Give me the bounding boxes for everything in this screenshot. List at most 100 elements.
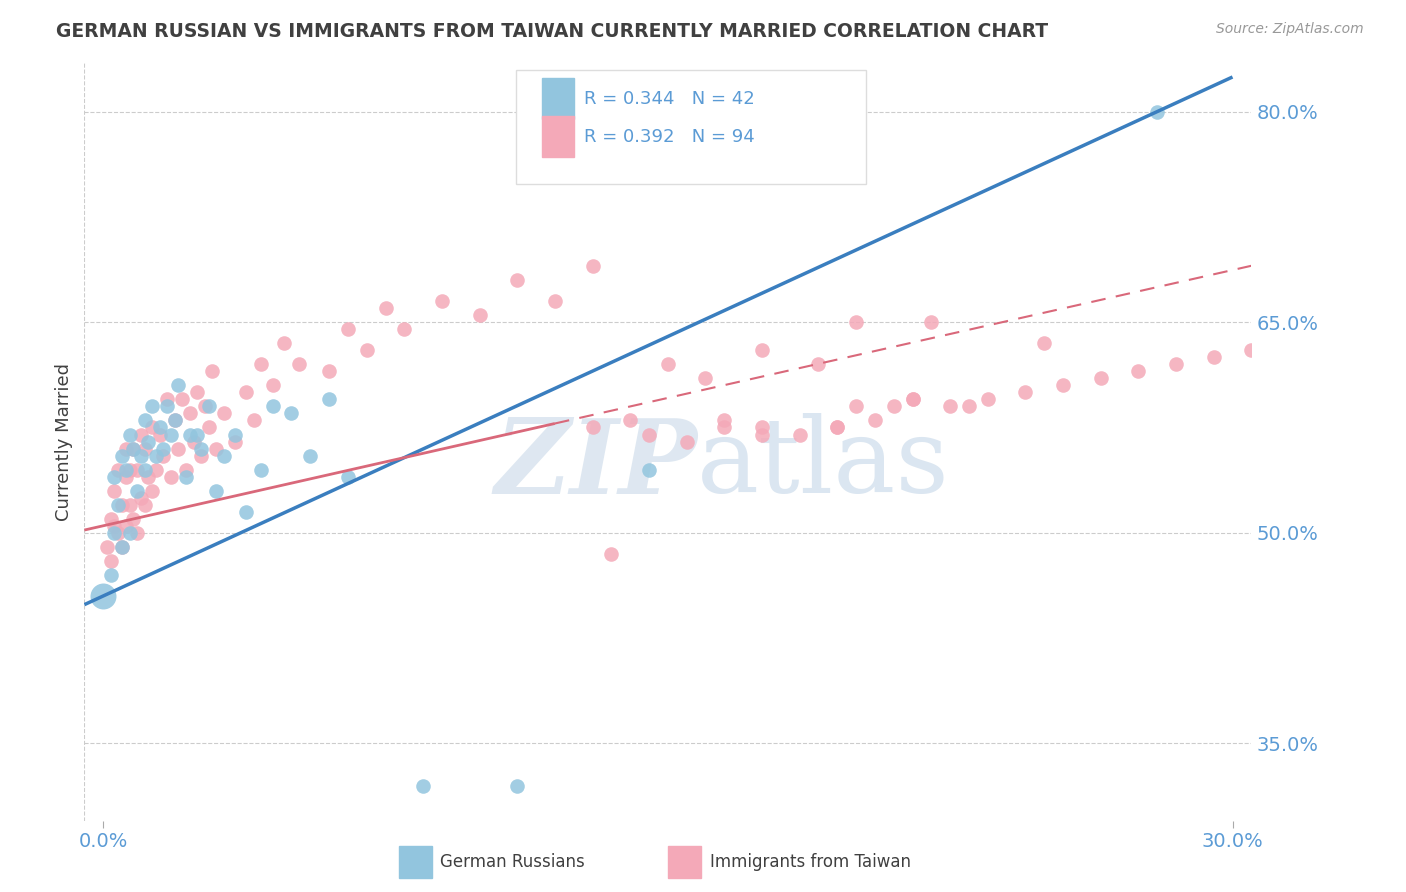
FancyBboxPatch shape bbox=[541, 78, 575, 120]
Point bbox=[125, 483, 148, 498]
Point bbox=[118, 498, 141, 512]
Point bbox=[111, 449, 134, 463]
Point bbox=[336, 322, 359, 336]
Point bbox=[134, 413, 156, 427]
Point bbox=[675, 434, 697, 449]
Point bbox=[506, 779, 529, 793]
Point bbox=[160, 469, 183, 483]
Point bbox=[114, 469, 136, 483]
Point bbox=[1052, 378, 1074, 392]
Point bbox=[163, 413, 186, 427]
Point bbox=[179, 407, 201, 421]
Point bbox=[638, 427, 661, 442]
Point bbox=[145, 462, 167, 476]
Point bbox=[114, 442, 136, 456]
Point bbox=[695, 371, 717, 385]
Point bbox=[751, 420, 773, 434]
Point bbox=[273, 336, 295, 351]
Point bbox=[194, 400, 217, 414]
Point bbox=[186, 427, 208, 442]
Point bbox=[1090, 371, 1112, 385]
Point bbox=[212, 449, 235, 463]
Point bbox=[174, 469, 197, 483]
Point bbox=[107, 462, 129, 476]
Point bbox=[235, 505, 257, 519]
Point bbox=[262, 400, 284, 414]
Point bbox=[751, 343, 773, 358]
Point bbox=[581, 259, 603, 273]
Point bbox=[412, 779, 434, 793]
Point bbox=[713, 420, 735, 434]
FancyBboxPatch shape bbox=[541, 115, 575, 157]
Point bbox=[336, 469, 359, 483]
Point bbox=[129, 427, 152, 442]
Point bbox=[160, 427, 183, 442]
Point bbox=[118, 427, 141, 442]
Text: R = 0.392   N = 94: R = 0.392 N = 94 bbox=[583, 128, 755, 145]
Point bbox=[172, 392, 194, 407]
Point bbox=[957, 400, 980, 414]
Point bbox=[118, 462, 141, 476]
Point bbox=[1128, 364, 1150, 378]
Point bbox=[103, 469, 125, 483]
Point bbox=[111, 540, 134, 554]
Point bbox=[134, 498, 156, 512]
Point bbox=[394, 322, 416, 336]
Point bbox=[619, 413, 641, 427]
Point bbox=[713, 413, 735, 427]
Point bbox=[179, 427, 201, 442]
Y-axis label: Currently Married: Currently Married bbox=[55, 362, 73, 521]
Point bbox=[1164, 357, 1187, 371]
Point bbox=[977, 392, 1000, 407]
Point bbox=[100, 512, 122, 526]
Point bbox=[807, 357, 830, 371]
Point bbox=[91, 589, 114, 603]
Point bbox=[103, 518, 125, 533]
Text: R = 0.344   N = 42: R = 0.344 N = 42 bbox=[583, 90, 755, 108]
Point bbox=[125, 525, 148, 540]
Point bbox=[100, 554, 122, 568]
Point bbox=[122, 442, 145, 456]
Point bbox=[163, 413, 186, 427]
Text: atlas: atlas bbox=[697, 413, 950, 516]
Point bbox=[224, 427, 246, 442]
Point bbox=[1014, 385, 1036, 400]
Point bbox=[212, 407, 235, 421]
Point bbox=[1202, 351, 1225, 365]
Point bbox=[138, 434, 160, 449]
Point bbox=[118, 525, 141, 540]
Point bbox=[638, 462, 661, 476]
Point bbox=[374, 301, 396, 315]
Point bbox=[205, 442, 228, 456]
Point bbox=[901, 392, 924, 407]
Point bbox=[235, 385, 257, 400]
FancyBboxPatch shape bbox=[516, 70, 866, 184]
Point bbox=[138, 469, 160, 483]
Point bbox=[242, 413, 264, 427]
Point bbox=[356, 343, 378, 358]
FancyBboxPatch shape bbox=[668, 846, 700, 878]
Point bbox=[96, 540, 118, 554]
Point bbox=[581, 420, 603, 434]
Point bbox=[1146, 104, 1168, 119]
Point bbox=[1240, 343, 1263, 358]
Point bbox=[141, 483, 163, 498]
Point bbox=[152, 442, 174, 456]
Point bbox=[197, 420, 219, 434]
Point bbox=[145, 449, 167, 463]
Point bbox=[114, 518, 136, 533]
Point bbox=[183, 434, 205, 449]
Point bbox=[156, 392, 179, 407]
Point bbox=[152, 449, 174, 463]
Point bbox=[825, 420, 848, 434]
Point bbox=[318, 392, 340, 407]
Point bbox=[201, 364, 224, 378]
Point bbox=[250, 462, 273, 476]
Point bbox=[789, 427, 811, 442]
Point bbox=[205, 483, 228, 498]
Point bbox=[197, 400, 219, 414]
Point bbox=[103, 525, 125, 540]
Point bbox=[901, 392, 924, 407]
Point bbox=[111, 540, 134, 554]
Point bbox=[174, 462, 197, 476]
